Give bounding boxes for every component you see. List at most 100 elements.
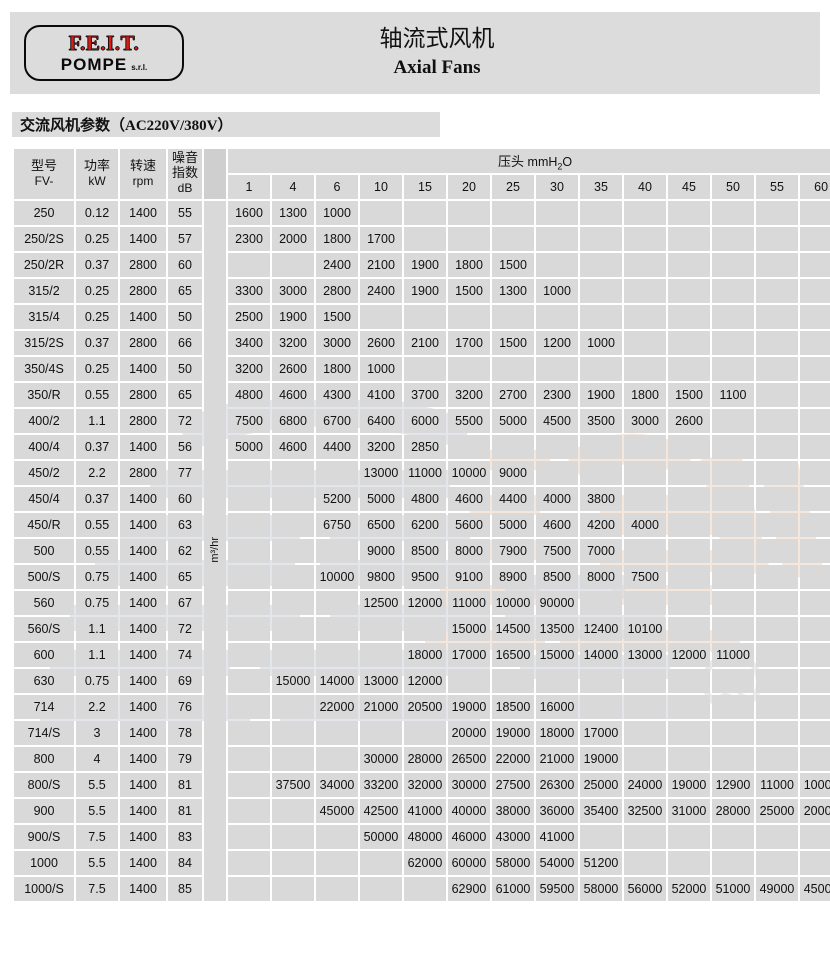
cell-flow-value: [316, 747, 358, 771]
cell-flow-value: [756, 305, 798, 329]
cell-flow-value: 5000: [228, 435, 270, 459]
cell-flow-value: 21000: [536, 747, 578, 771]
cell-rpm: 1400: [120, 695, 166, 719]
cell-flow-value: [756, 409, 798, 433]
cell-flow-value: 1800: [316, 227, 358, 251]
cell-rpm: 1400: [120, 825, 166, 849]
cell-power: 0.37: [76, 253, 118, 277]
cell-rpm: 1400: [120, 773, 166, 797]
cell-flow-value: 13500: [536, 617, 578, 641]
cell-flow-value: [580, 201, 622, 225]
cell-model: 900: [14, 799, 74, 823]
cell-flow-value: [492, 201, 534, 225]
cell-flow-value: 3500: [580, 409, 622, 433]
table-row: 800 4 1400 79 30000 28000 26500 22000 21000 19000: [14, 747, 830, 771]
cell-power: 0.12: [76, 201, 118, 225]
cell-flow-value: 6400: [360, 409, 402, 433]
cell-model: 315/4: [14, 305, 74, 329]
cell-flow-value: 1700: [448, 331, 490, 355]
cell-flow-value: 62000: [404, 851, 446, 875]
cell-noise: 60: [168, 487, 202, 511]
cell-flow-value: 11000: [404, 461, 446, 485]
cell-flow-value: 2700: [492, 383, 534, 407]
cell-flow-value: [228, 591, 270, 615]
cell-power: 0.55: [76, 539, 118, 563]
cell-flow-value: 49000: [756, 877, 798, 901]
cell-flow-value: [624, 435, 666, 459]
cell-flow-value: [668, 695, 710, 719]
cell-flow-value: 1900: [404, 279, 446, 303]
cell-noise: 66: [168, 331, 202, 355]
cell-flow-value: 6000: [404, 409, 446, 433]
cell-power: 0.25: [76, 305, 118, 329]
cell-flow-value: 1300: [272, 201, 314, 225]
cell-flow-value: [756, 591, 798, 615]
cell-rpm: 1400: [120, 799, 166, 823]
cell-rpm: 1400: [120, 435, 166, 459]
cell-flow-value: [668, 461, 710, 485]
cell-flow-value: 3200: [272, 331, 314, 355]
pressure-column-header-6: 6: [316, 175, 358, 199]
table-row: 450/2 2.2 2800 77 13000 11000 10000 9000: [14, 461, 830, 485]
company-logo: F.E.I.T. POMPE s.r.l.: [24, 25, 184, 81]
cell-flow-value: 50000: [360, 825, 402, 849]
cell-flow-value: 2600: [360, 331, 402, 355]
cell-flow-value: 18000: [404, 643, 446, 667]
cell-flow-value: [404, 877, 446, 901]
cell-flow-value: [492, 227, 534, 251]
cell-flow-value: 1500: [316, 305, 358, 329]
cell-flow-value: 41000: [536, 825, 578, 849]
pressure-column-header-15: 15: [404, 175, 446, 199]
cell-flow-value: 2600: [272, 357, 314, 381]
cell-flow-value: [360, 617, 402, 641]
cell-noise: 65: [168, 279, 202, 303]
cell-flow-value: 4300: [316, 383, 358, 407]
cell-model: 450/2: [14, 461, 74, 485]
cell-flow-value: 12400: [580, 617, 622, 641]
cell-power: 4: [76, 747, 118, 771]
cell-model: 500: [14, 539, 74, 563]
cell-flow-value: 4000: [624, 513, 666, 537]
cell-noise: 55: [168, 201, 202, 225]
cell-flow-value: 21000: [360, 695, 402, 719]
cell-flow-value: [800, 695, 830, 719]
cell-flow-value: 6800: [272, 409, 314, 433]
cell-flow-value: [580, 279, 622, 303]
cell-model: 500/S: [14, 565, 74, 589]
cell-flow-value: 14500: [492, 617, 534, 641]
cell-flow-value: 1600: [228, 201, 270, 225]
cell-power: 5.5: [76, 773, 118, 797]
cell-flow-value: 56000: [624, 877, 666, 901]
cell-noise: 79: [168, 747, 202, 771]
cell-flow-value: [712, 253, 754, 277]
pressure-column-header-25: 25: [492, 175, 534, 199]
cell-flow-value: 20000: [800, 799, 830, 823]
cell-rpm: 1400: [120, 513, 166, 537]
cell-flow-value: [668, 279, 710, 303]
cell-power: 0.25: [76, 279, 118, 303]
cell-flow-value: [712, 721, 754, 745]
cell-flow-value: [624, 591, 666, 615]
cell-flow-value: 9500: [404, 565, 446, 589]
cell-flow-value: [404, 357, 446, 381]
cell-flow-value: 43000: [492, 825, 534, 849]
cell-flow-value: [272, 591, 314, 615]
cell-rpm: 1400: [120, 227, 166, 251]
cell-flow-value: [228, 773, 270, 797]
cell-flow-value: 32000: [404, 773, 446, 797]
table-head: 型号 FV- 功率 kW 转速 rpm 噪音 指数 dB: [14, 149, 830, 199]
cell-flow-value: [580, 669, 622, 693]
cell-power: 5.5: [76, 799, 118, 823]
cell-flow-value: 9800: [360, 565, 402, 589]
cell-flow-value: 4000: [536, 487, 578, 511]
cell-flow-value: 26500: [448, 747, 490, 771]
cell-flow-value: [360, 877, 402, 901]
cell-flow-value: [272, 877, 314, 901]
cell-flow-value: [624, 747, 666, 771]
cell-model: 1000/S: [14, 877, 74, 901]
cell-flow-value: [228, 643, 270, 667]
cell-rpm: 2800: [120, 253, 166, 277]
cell-flow-value: 8500: [404, 539, 446, 563]
cell-flow-value: [800, 565, 830, 589]
cell-flow-value: [624, 331, 666, 355]
